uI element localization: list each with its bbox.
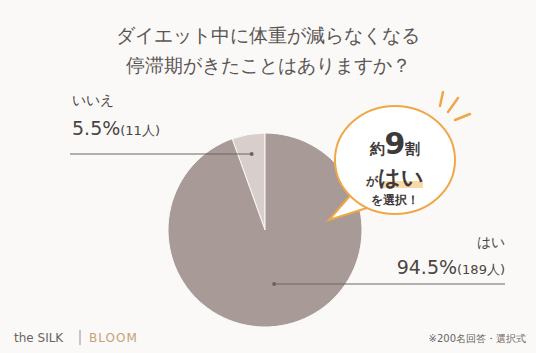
value-label: 94.5%: [397, 256, 457, 278]
pie-slice: [168, 133, 362, 327]
pie: [168, 133, 362, 327]
callout-text: を選択！: [371, 193, 419, 207]
brand: the SILK: [14, 331, 64, 345]
callout: 約9割がはいを選択！: [329, 106, 455, 220]
callout-text: 9: [385, 126, 406, 161]
leader-line: [70, 154, 252, 155]
title: ダイエット中に体重が減らなくなる停滞期がきたことはありますか？: [116, 24, 420, 76]
chart-container: ダイエット中に体重が減らなくなる停滞期がきたことはありますか？いいえ5.5%(1…: [0, 0, 536, 353]
callout-text: はい: [378, 165, 424, 190]
spark: [440, 92, 443, 106]
title-line: 停滞期がきたことはありますか？: [126, 54, 411, 76]
leader-dot: [250, 152, 254, 156]
callout-line: を選択！: [371, 193, 419, 207]
callout-text: 約: [369, 140, 385, 158]
spark: [448, 98, 458, 112]
count-label: (11人): [120, 123, 160, 138]
category-label: いいえ: [72, 92, 114, 108]
callout-text: 割: [404, 140, 420, 158]
value-label: 5.5%: [72, 117, 120, 139]
category-label: はい: [477, 234, 505, 250]
callout-text: が: [365, 174, 379, 188]
callout-body: [335, 106, 455, 214]
spark: [455, 114, 470, 120]
data-label: 94.5%(189人): [397, 256, 505, 278]
callout-line: 約9割: [369, 126, 421, 161]
background: [0, 0, 536, 353]
note: ※200名回答・選択式: [429, 333, 526, 344]
brand-separator: [80, 330, 81, 345]
callout-line: がはい: [365, 165, 424, 190]
count-label: (189人): [457, 262, 505, 277]
leader-dot: [272, 282, 276, 286]
data-label: 5.5%(11人): [72, 117, 160, 139]
leader-line: [274, 284, 505, 285]
brand: BLOOM: [89, 331, 138, 345]
title-line: ダイエット中に体重が減らなくなる: [116, 24, 420, 46]
chart-svg: ダイエット中に体重が減らなくなる停滞期がきたことはありますか？いいえ5.5%(1…: [0, 0, 536, 353]
